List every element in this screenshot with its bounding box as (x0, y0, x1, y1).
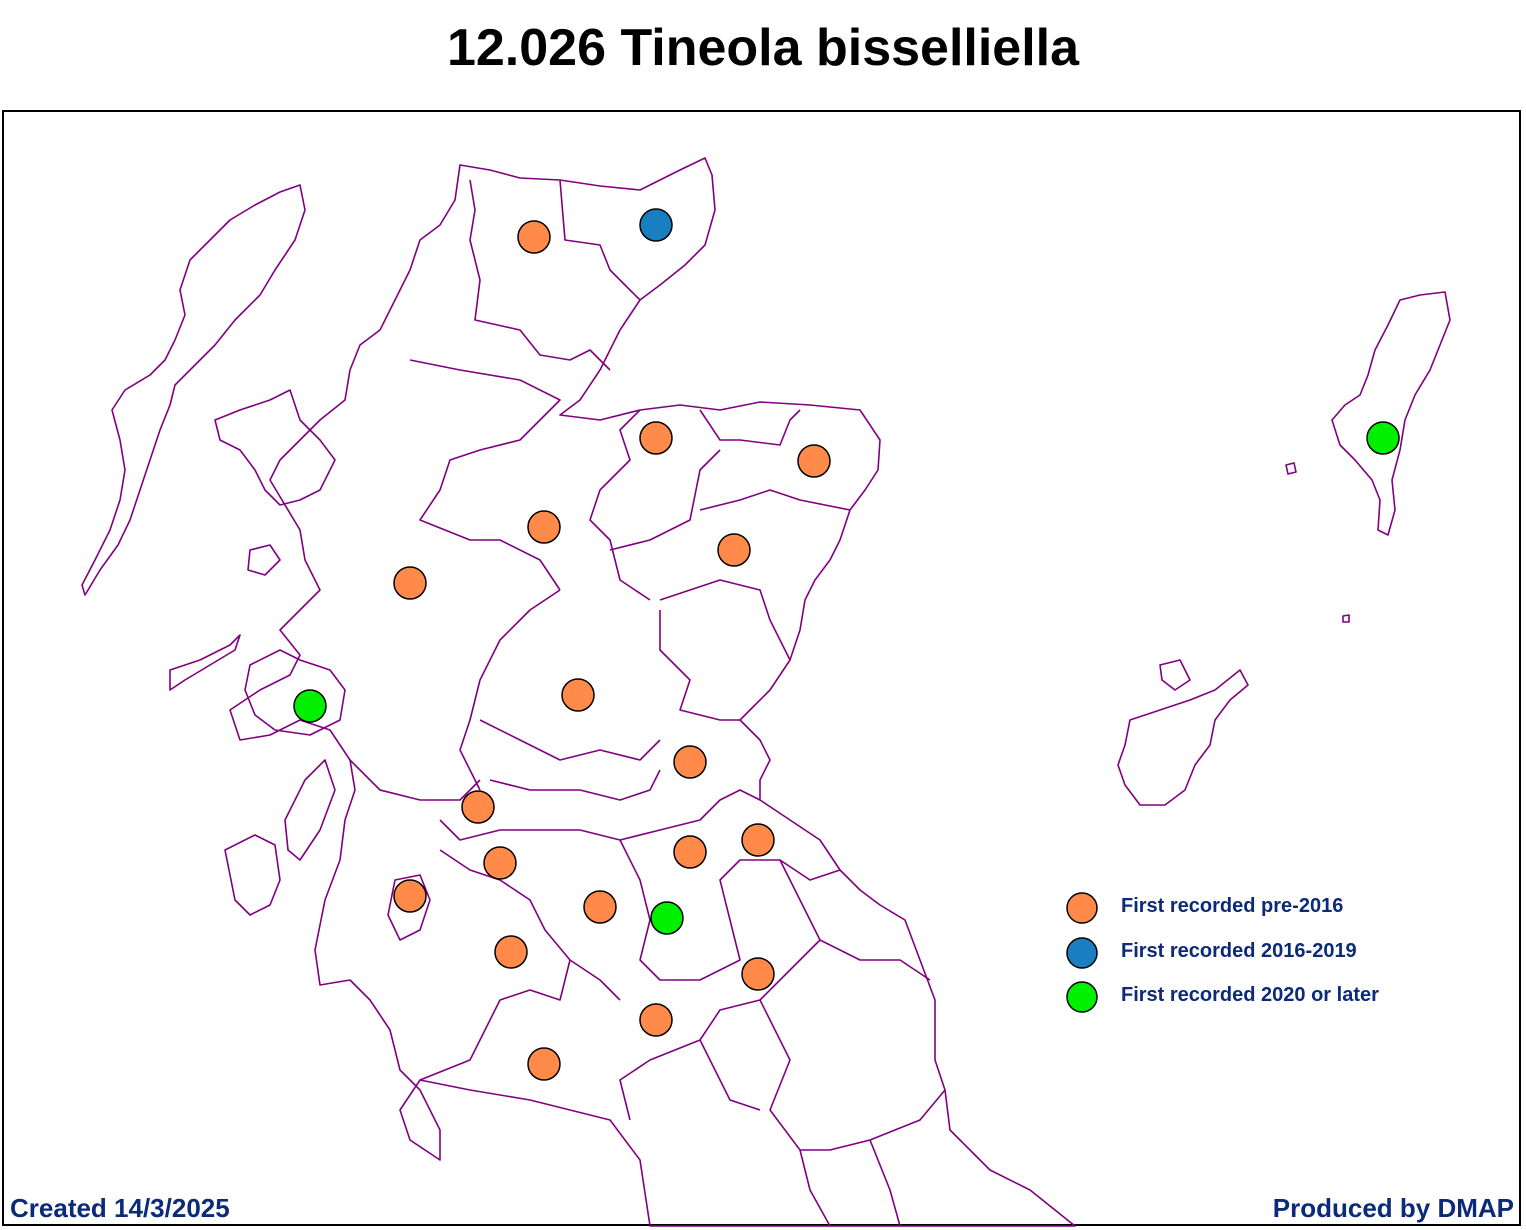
islet-coastline (1342, 614, 1350, 623)
legend-label-2020-later: First recorded 2020 or later (1121, 984, 1379, 1006)
shetland-coastline (1331, 291, 1451, 536)
record-dot (393, 879, 427, 913)
record-dot (527, 1047, 561, 1081)
record-dot (797, 444, 831, 478)
fair-isle-coastline (1285, 462, 1297, 475)
record-dot (639, 1003, 673, 1037)
vc-line (459, 589, 561, 791)
vc-line (589, 409, 651, 601)
jura-coastline (284, 759, 336, 861)
map-title: 12.026 Tineola bisselliella (446, 19, 1080, 77)
record-dot (717, 533, 751, 567)
record-dot (741, 823, 775, 857)
record-dot (561, 678, 595, 712)
vc-line (699, 1039, 761, 1111)
rum-coastline (247, 544, 281, 576)
record-dot (639, 208, 673, 242)
coll-tiree-coastline (169, 634, 241, 691)
outer-hebrides-coastline (81, 184, 306, 596)
vc-line (469, 179, 611, 371)
vc-line (869, 1139, 901, 1227)
legend-label-pre2016: First recorded pre-2016 (1121, 895, 1343, 917)
vc-line (559, 179, 641, 301)
vc-line (439, 849, 621, 1001)
vc-line (659, 610, 740, 721)
vc-line (699, 409, 801, 446)
record-dot (673, 835, 707, 869)
record-dot (393, 566, 427, 600)
legend-swatch-2016-2019 (1066, 937, 1098, 969)
vc-line (619, 859, 821, 1121)
vc-line (419, 959, 571, 1081)
record-dot (673, 745, 707, 779)
vc-line (409, 359, 561, 591)
map-frame (2, 110, 1521, 1226)
record-dot (583, 890, 617, 924)
legend-label-2016-2019: First recorded 2016-2019 (1121, 940, 1357, 962)
record-dot (293, 689, 327, 723)
orkney-coastline (1159, 659, 1191, 691)
skye-coastline (214, 389, 336, 506)
vc-line (699, 489, 851, 511)
vc-line (659, 579, 791, 661)
record-dot (650, 901, 684, 935)
record-dots (293, 208, 1400, 1081)
record-dot (517, 220, 551, 254)
created-date: Created 14/3/2025 (10, 1193, 230, 1223)
vc-line (759, 999, 946, 1151)
vc-line (819, 939, 931, 981)
record-dot (483, 846, 517, 880)
legend: First recorded pre-2016 First recorded 2… (1066, 892, 1379, 1013)
legend-swatch-pre2016 (1066, 892, 1098, 924)
vice-county-boundaries (81, 157, 1451, 1227)
legend-swatch-2020-later (1066, 981, 1098, 1013)
record-dot (639, 421, 673, 455)
record-dot (461, 790, 495, 824)
vc-line (799, 1149, 831, 1227)
record-dot (527, 510, 561, 544)
record-dot (741, 957, 775, 991)
orkney-coastline (1117, 669, 1249, 806)
vc-line (489, 769, 661, 801)
vc-line (349, 759, 481, 801)
record-dot (494, 935, 528, 969)
vc-line (479, 719, 661, 761)
mull-coastline (244, 649, 346, 736)
mainland-coastline (229, 157, 1076, 1227)
arran-coastline (387, 874, 431, 941)
vc-line (609, 449, 721, 551)
producer-credit: Produced by DMAP (1272, 1193, 1514, 1223)
record-dot (1366, 421, 1400, 455)
islay-coastline (224, 834, 281, 916)
